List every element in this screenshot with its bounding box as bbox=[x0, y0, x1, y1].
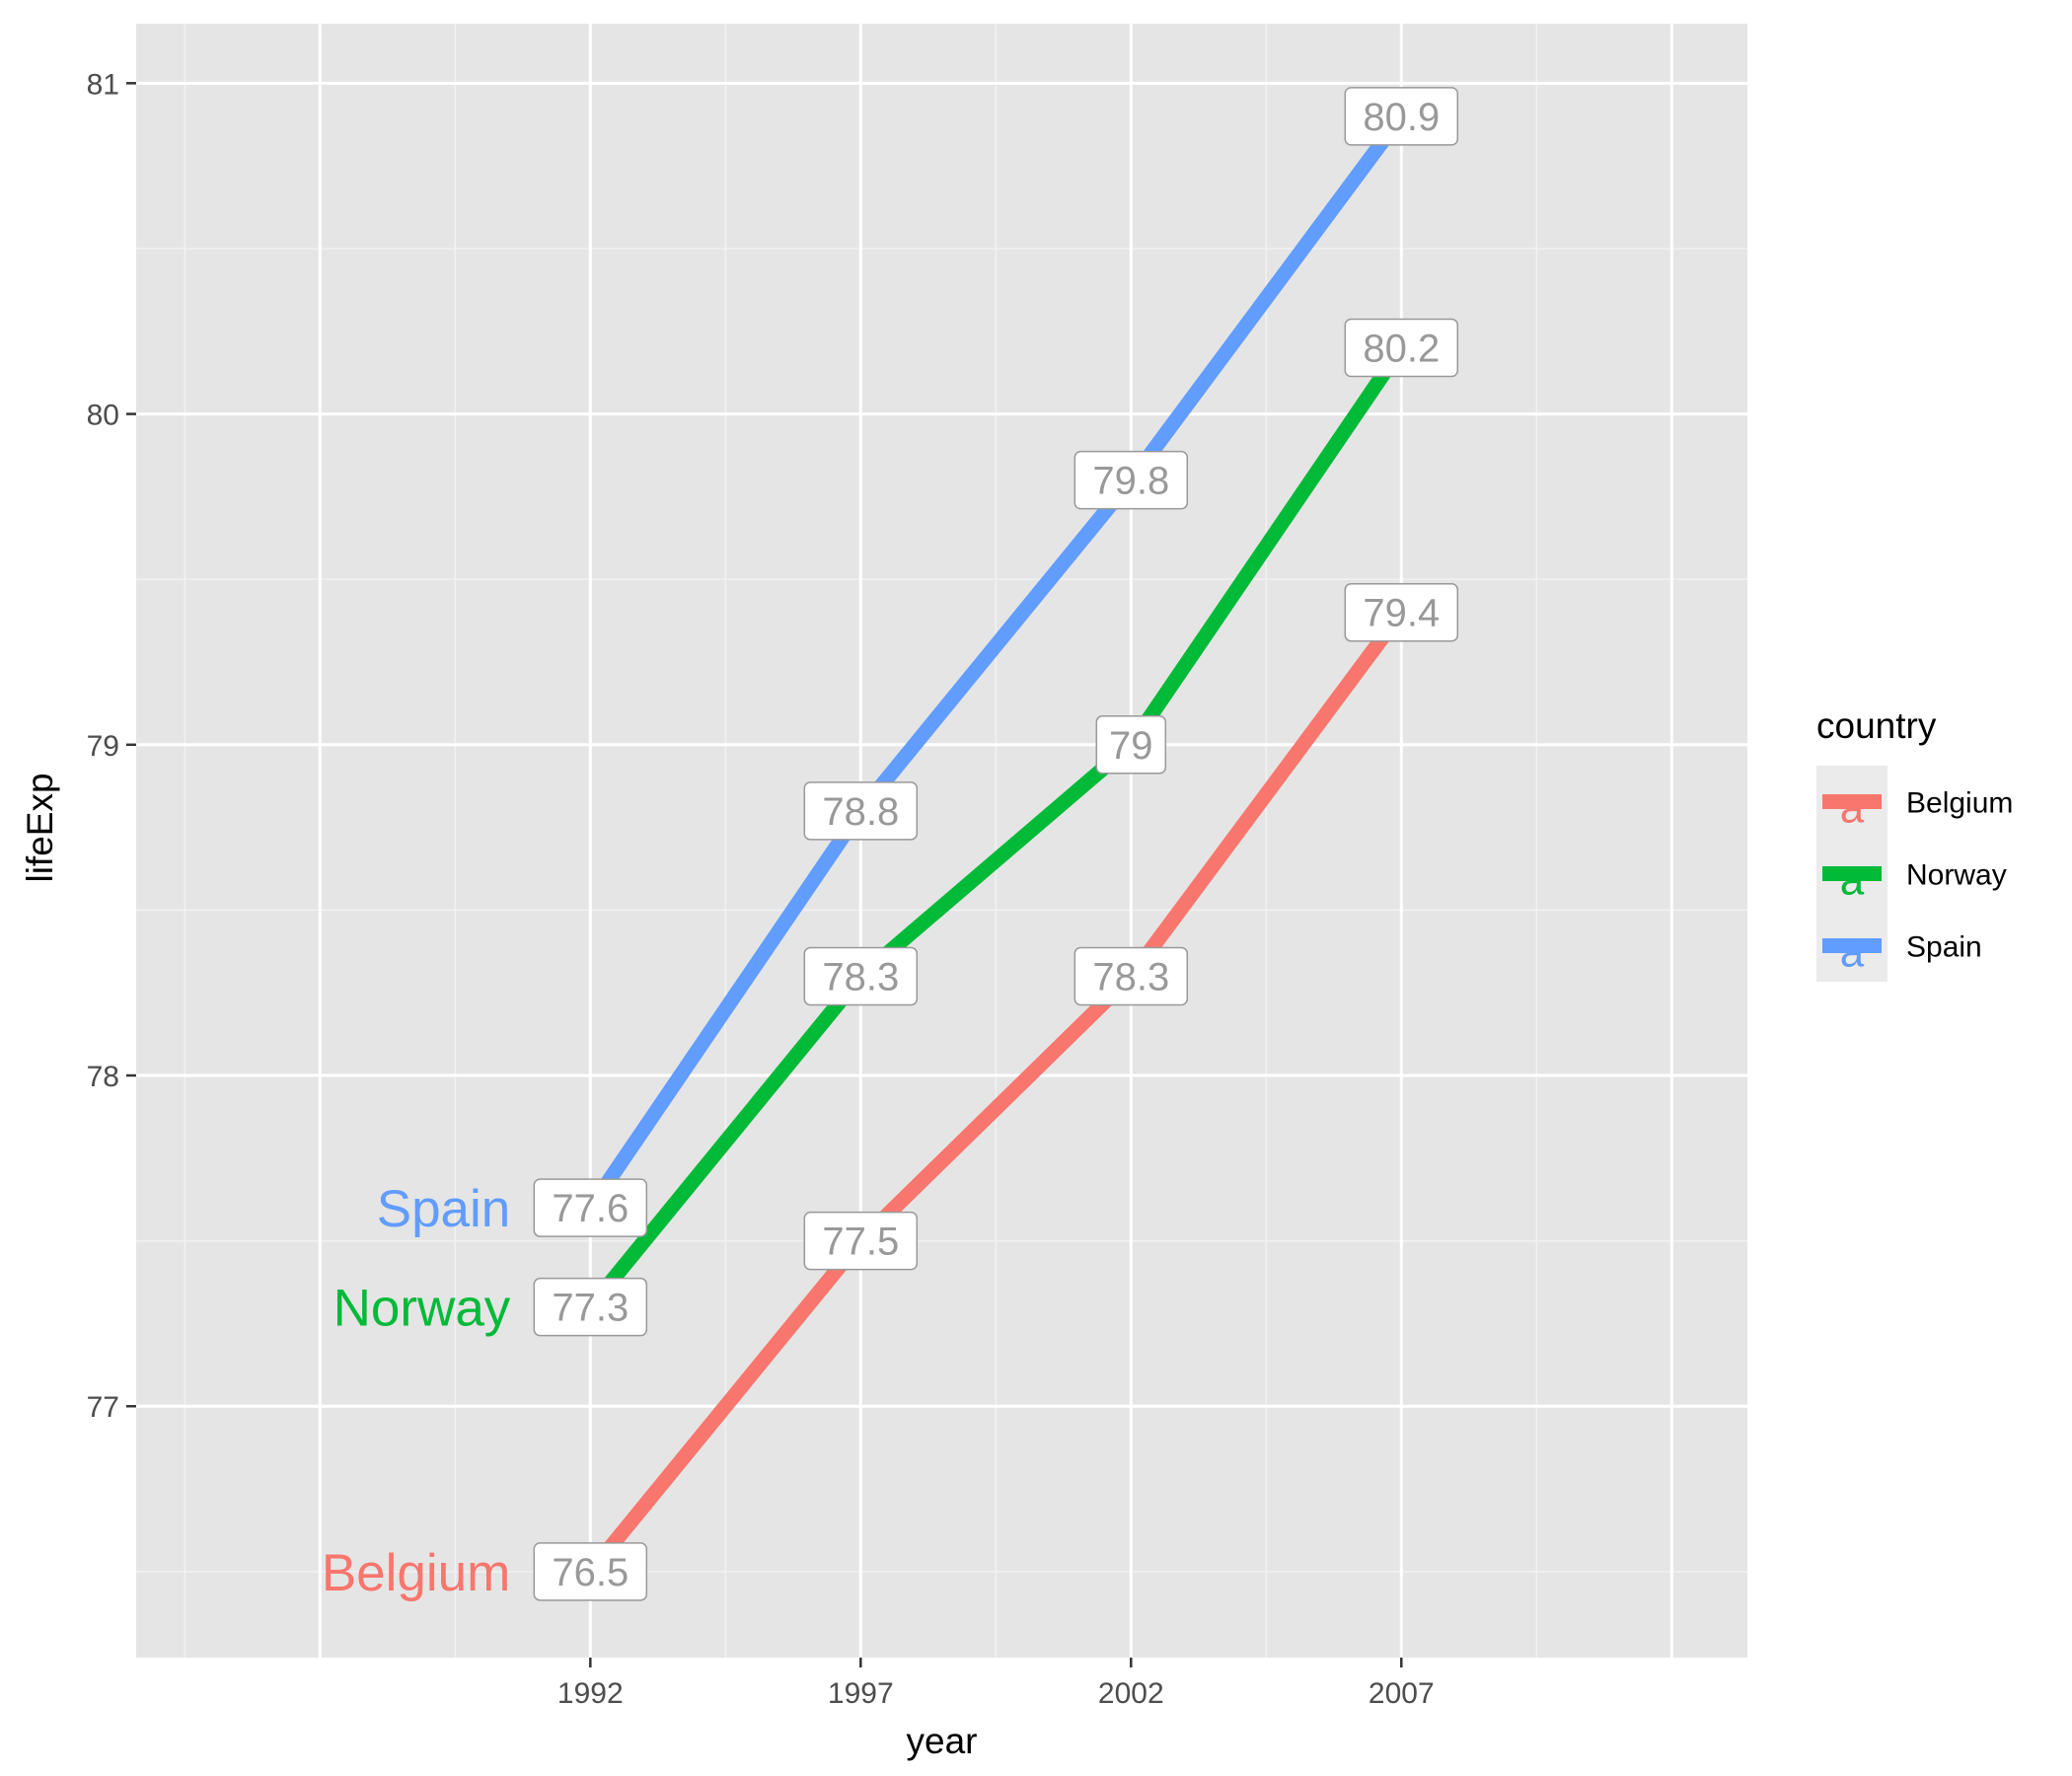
value-label-text: 79.8 bbox=[1092, 460, 1169, 503]
legend-item-norway: a Norway bbox=[1822, 856, 2007, 905]
plot-panel bbox=[136, 24, 1747, 1658]
value-label-text: 78.3 bbox=[822, 955, 899, 999]
y-tick-label: 78 bbox=[87, 1061, 119, 1093]
value-label-text: 77.5 bbox=[822, 1221, 899, 1264]
value-label-text: 77.3 bbox=[552, 1287, 629, 1330]
axes: 1992 1997 2002 2007 77 78 79 80 81 bbox=[87, 68, 1435, 1710]
y-tick-label: 80 bbox=[87, 400, 119, 432]
series-line-norway bbox=[584, 343, 1408, 1312]
x-tick-label: 1997 bbox=[828, 1677, 894, 1710]
value-label-text: 80.9 bbox=[1363, 96, 1440, 139]
value-label-belgium-1992: 76.5 bbox=[533, 1542, 648, 1601]
value-label-belgium-2002: 78.3 bbox=[1073, 946, 1189, 1006]
legend-key-glyph: a bbox=[1840, 784, 1865, 833]
country-label-norway: Norway bbox=[333, 1280, 511, 1338]
country-label-spain: Spain bbox=[377, 1180, 511, 1238]
value-label-box bbox=[1344, 87, 1459, 146]
value-label-box bbox=[803, 781, 919, 841]
value-label-box bbox=[1344, 318, 1459, 378]
legend-title: country bbox=[1816, 705, 1937, 746]
value-label-box bbox=[1344, 582, 1459, 642]
x-axis-title: year bbox=[907, 1721, 978, 1761]
legend-label: Spain bbox=[1906, 931, 1982, 964]
value-label-text: 79.4 bbox=[1363, 592, 1440, 635]
y-tick-label: 79 bbox=[87, 730, 119, 763]
minor-gridlines bbox=[136, 24, 1747, 1658]
value-label-belgium-1997: 77.5 bbox=[803, 1211, 919, 1271]
country-labels: Belgium Norway Spain bbox=[322, 1180, 511, 1602]
value-label-norway-2002: 79 bbox=[1095, 715, 1167, 775]
legend-key-glyph: a bbox=[1840, 856, 1865, 905]
value-label-text: 80.2 bbox=[1363, 328, 1440, 371]
value-label-spain-2007: 80.9 bbox=[1344, 87, 1459, 146]
y-tick-label: 81 bbox=[87, 68, 119, 101]
value-labels: 76.5 77.5 78.3 79.4 77.3 78.3 79 80.2 77.6 78.8 79… bbox=[533, 87, 1459, 1601]
series-line-spain bbox=[584, 111, 1408, 1213]
legend-items: a Belgium a Norway a Spain bbox=[1822, 784, 2013, 977]
x-tick-label: 2007 bbox=[1369, 1677, 1435, 1710]
legend-item-belgium: a Belgium bbox=[1822, 784, 2013, 833]
series-lines bbox=[584, 111, 1408, 1577]
series-line-belgium bbox=[584, 608, 1408, 1577]
country-label-belgium: Belgium bbox=[322, 1544, 510, 1602]
legend: country a Belgium a Norway a Spain bbox=[1816, 705, 2013, 982]
legend-item-spain: a Spain bbox=[1822, 928, 1982, 977]
value-label-spain-1997: 78.8 bbox=[803, 781, 919, 841]
x-tick-label: 2002 bbox=[1098, 1677, 1164, 1710]
value-label-text: 78.8 bbox=[822, 790, 899, 834]
value-label-text: 78.3 bbox=[1092, 955, 1169, 999]
value-label-box bbox=[1073, 450, 1189, 510]
y-axis-title: lifeExp bbox=[20, 773, 60, 882]
value-label-box bbox=[803, 1211, 919, 1271]
value-label-spain-2002: 79.8 bbox=[1073, 450, 1189, 510]
major-gridlines bbox=[136, 24, 1747, 1658]
legend-key-glyph: a bbox=[1840, 928, 1865, 977]
value-label-norway-2007: 80.2 bbox=[1344, 318, 1459, 378]
value-label-box bbox=[533, 1542, 648, 1601]
x-tick-label: 1992 bbox=[557, 1677, 624, 1710]
value-label-box bbox=[533, 1277, 648, 1337]
y-tick-label: 77 bbox=[87, 1391, 119, 1424]
value-label-text: 79 bbox=[1109, 724, 1153, 768]
value-label-text: 76.5 bbox=[552, 1551, 629, 1594]
value-label-spain-1992: 77.6 bbox=[533, 1178, 648, 1237]
value-label-box bbox=[1073, 946, 1189, 1006]
legend-label: Belgium bbox=[1906, 787, 2013, 820]
value-label-norway-1997: 78.3 bbox=[803, 946, 919, 1006]
value-label-box bbox=[533, 1178, 648, 1237]
value-label-text: 77.6 bbox=[552, 1187, 629, 1230]
value-label-box bbox=[803, 946, 919, 1006]
value-label-belgium-2007: 79.4 bbox=[1344, 582, 1459, 642]
value-label-box bbox=[1095, 715, 1167, 775]
value-label-norway-1992: 77.3 bbox=[533, 1277, 648, 1337]
legend-label: Norway bbox=[1906, 859, 2007, 892]
